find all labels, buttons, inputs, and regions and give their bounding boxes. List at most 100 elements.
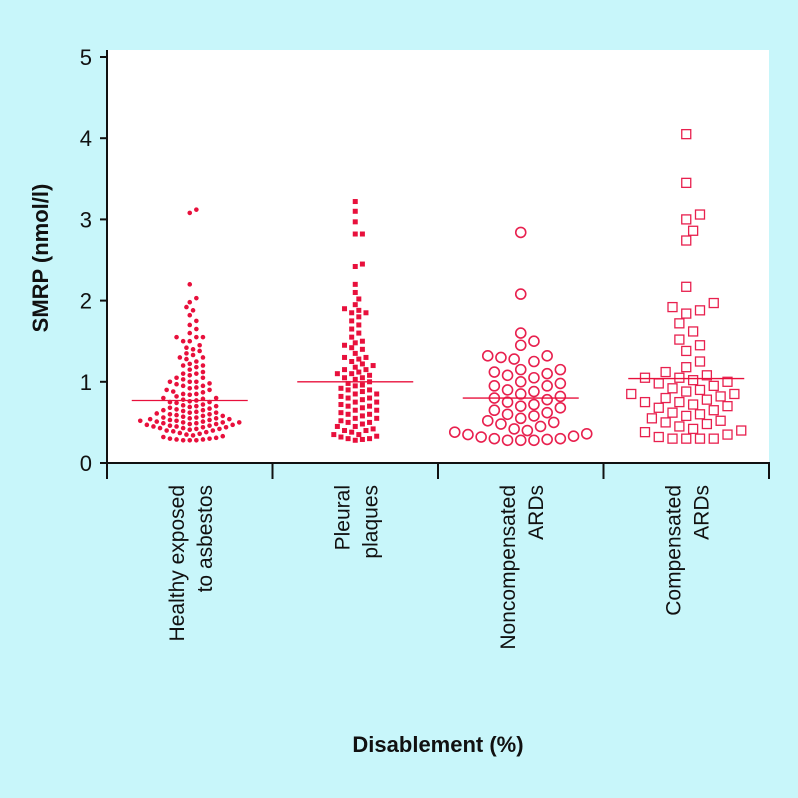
- data-point: [194, 426, 199, 432]
- data-point: [352, 219, 358, 225]
- data-point: [541, 367, 553, 380]
- data-point: [667, 433, 678, 444]
- data-point: [694, 409, 706, 420]
- data-point: [674, 421, 685, 432]
- data-point: [660, 392, 671, 404]
- data-point: [174, 418, 179, 424]
- data-point: [514, 388, 527, 400]
- data-point: [161, 434, 166, 440]
- data-point: [220, 420, 226, 425]
- data-point: [495, 351, 507, 364]
- data-point: [481, 414, 494, 427]
- data-point: [170, 389, 176, 394]
- data-point: [722, 429, 733, 440]
- data-point: [508, 423, 520, 435]
- data-point: [210, 428, 216, 433]
- data-point: [187, 322, 193, 328]
- data-point: [554, 363, 567, 376]
- data-point: [359, 338, 365, 344]
- data-point: [184, 356, 189, 362]
- data-point: [200, 402, 206, 407]
- data-point: [687, 326, 699, 337]
- data-point: [187, 373, 193, 378]
- data-point: [352, 415, 358, 421]
- data-point: [708, 405, 719, 416]
- data-point: [653, 431, 664, 443]
- data-point: [200, 407, 206, 413]
- data-point: [207, 436, 212, 441]
- data-point: [359, 375, 365, 381]
- data-point: [667, 301, 678, 313]
- data-point: [352, 208, 358, 214]
- data-point: [207, 417, 212, 423]
- data-point: [187, 410, 193, 415]
- data-point: [567, 430, 580, 443]
- data-point: [180, 420, 186, 425]
- data-point: [681, 177, 692, 189]
- data-point: [694, 305, 706, 316]
- data-point: [197, 342, 202, 348]
- x-axis-categories: Healthy exposed to asbestos Pleural plaques…: [106, 463, 770, 650]
- data-point: [352, 231, 358, 237]
- data-point: [528, 410, 540, 422]
- data-point: [227, 416, 232, 422]
- data-point: [334, 371, 340, 377]
- data-point: [514, 327, 527, 339]
- y-tick-label: 4: [80, 126, 92, 151]
- data-point: [174, 424, 179, 429]
- data-point: [674, 372, 685, 383]
- data-point: [213, 410, 219, 415]
- data-points: [137, 128, 747, 447]
- data-point: [639, 372, 651, 383]
- y-tick-label: 3: [80, 207, 92, 232]
- data-point: [687, 399, 699, 410]
- data-point: [174, 334, 179, 340]
- data-point: [200, 355, 206, 360]
- data-point: [213, 403, 219, 409]
- data-point: [359, 397, 365, 403]
- x-category-label: plaques: [359, 485, 382, 559]
- data-point: [187, 416, 193, 421]
- data-point: [367, 419, 373, 425]
- data-point: [534, 420, 547, 433]
- data-point: [674, 318, 685, 329]
- data-point: [687, 225, 699, 236]
- data-point: [345, 387, 351, 393]
- data-point: [639, 426, 651, 438]
- data-point: [187, 385, 193, 391]
- data-point: [338, 385, 344, 391]
- data-point: [359, 436, 365, 442]
- data-point: [367, 372, 373, 378]
- data-point: [197, 431, 202, 437]
- data-point: [352, 364, 358, 370]
- data-point: [356, 296, 362, 302]
- data-point: [528, 398, 540, 411]
- data-point: [352, 289, 358, 295]
- data-point: [356, 330, 362, 336]
- data-point: [349, 326, 355, 332]
- data-point: [197, 348, 202, 354]
- data-point: [213, 416, 219, 421]
- data-point: [338, 393, 344, 399]
- data-point: [190, 433, 196, 438]
- data-point: [174, 381, 179, 387]
- data-point: [200, 390, 206, 395]
- data-point: [541, 433, 553, 446]
- data-point: [187, 427, 193, 433]
- data-point: [200, 383, 206, 389]
- data-point: [715, 391, 726, 402]
- data-point: [174, 394, 179, 399]
- data-point: [167, 379, 173, 385]
- data-point: [180, 383, 186, 389]
- data-point: [359, 382, 365, 388]
- data-point: [187, 421, 193, 427]
- data-point: [187, 392, 193, 398]
- data-point: [144, 422, 150, 428]
- data-point: [374, 399, 380, 405]
- data-point: [514, 375, 527, 388]
- data-point: [220, 433, 226, 439]
- data-point: [547, 416, 560, 429]
- data-point: [356, 322, 362, 328]
- data-point: [501, 408, 514, 421]
